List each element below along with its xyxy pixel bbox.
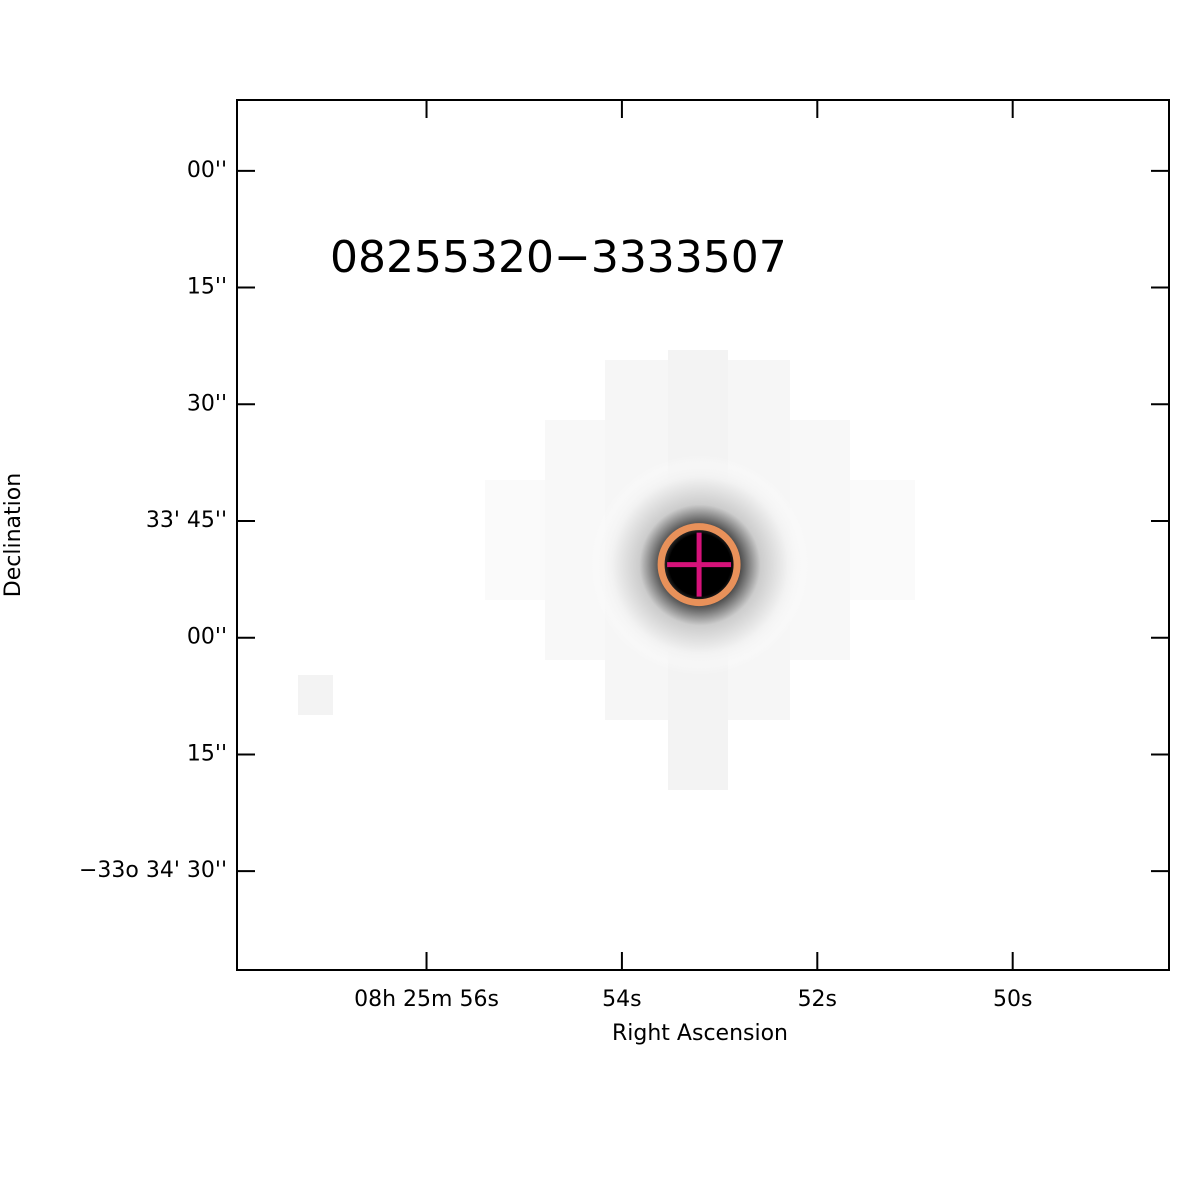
chart-title: 08255320−3333507 — [330, 232, 787, 283]
y-axis-label: Declination — [1, 473, 26, 597]
sky-image — [298, 350, 915, 790]
y-tick-label: 00'' — [187, 158, 227, 183]
y-tick-label: 15'' — [187, 741, 227, 766]
y-tick-label: 15'' — [187, 275, 227, 300]
x-axis-label: Right Ascension — [612, 1021, 788, 1046]
frame — [236, 99, 1170, 971]
source-circle — [657, 523, 741, 607]
x-tick-label: 50s — [993, 987, 1032, 1012]
faint-source — [298, 675, 333, 715]
x-tick-label: 52s — [798, 987, 837, 1012]
y-tick-label: 33' 45'' — [146, 508, 227, 533]
y-tick-label: 00'' — [187, 625, 227, 650]
y-tick-label: 30'' — [187, 391, 227, 416]
x-tick-label: 08h 25m 56s — [354, 987, 499, 1012]
x-tick-label: 54s — [602, 987, 641, 1012]
y-tick-label: −33o 34' 30'' — [79, 858, 227, 883]
